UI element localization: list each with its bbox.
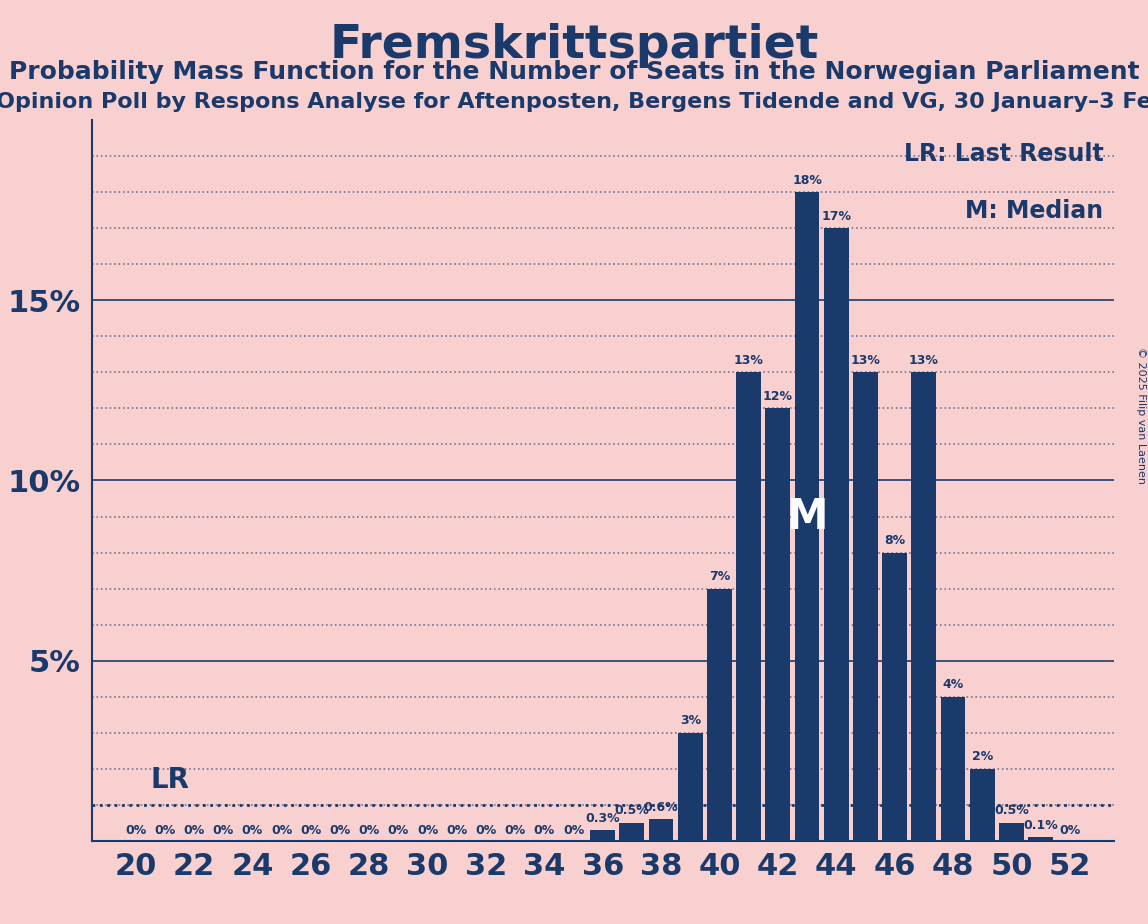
Text: 0%: 0% [300,824,321,837]
Bar [824,228,848,841]
Text: 0.5%: 0.5% [614,805,650,818]
Text: M: M [786,495,828,538]
Text: 0.6%: 0.6% [644,801,678,814]
Bar [970,769,994,841]
Text: 13%: 13% [734,354,763,367]
Text: 4%: 4% [943,678,963,691]
Bar [912,372,937,841]
Text: LR: LR [150,766,189,794]
Bar [853,372,878,841]
Bar [649,820,674,841]
Text: 0.5%: 0.5% [994,805,1029,818]
Text: 3%: 3% [680,714,700,727]
Text: 0%: 0% [271,824,293,837]
Text: 0%: 0% [475,824,497,837]
Text: 0%: 0% [504,824,526,837]
Text: 12%: 12% [763,390,793,403]
Text: 0%: 0% [563,824,584,837]
Text: LR: Last Result: LR: Last Result [903,141,1103,165]
Text: Fremskrittspartiet: Fremskrittspartiet [329,23,819,68]
Text: 0%: 0% [184,824,204,837]
Bar [766,408,790,841]
Text: 13%: 13% [909,354,939,367]
Bar [736,372,761,841]
Text: 18%: 18% [792,174,822,187]
Text: 0.1%: 0.1% [1023,819,1058,832]
Text: 0%: 0% [242,824,263,837]
Text: 0%: 0% [447,824,467,837]
Text: 0.3%: 0.3% [585,811,620,824]
Bar [1029,837,1053,841]
Text: 0%: 0% [329,824,350,837]
Text: 0%: 0% [1060,824,1080,837]
Text: Probability Mass Function for the Number of Seats in the Norwegian Parliament: Probability Mass Function for the Number… [9,60,1139,84]
Text: 0%: 0% [154,824,176,837]
Text: 17%: 17% [821,210,851,223]
Text: 0%: 0% [212,824,234,837]
Bar [999,823,1024,841]
Bar [882,553,907,841]
Text: 8%: 8% [884,534,905,547]
Bar [620,823,644,841]
Text: 2%: 2% [971,750,993,763]
Bar [590,830,615,841]
Text: 0%: 0% [358,824,380,837]
Bar [677,733,703,841]
Bar [794,192,820,841]
Text: © 2025 Filip van Laenen: © 2025 Filip van Laenen [1135,347,1146,484]
Text: 13%: 13% [851,354,881,367]
Text: 0%: 0% [125,824,146,837]
Text: Opinion Poll by Respons Analyse for Aftenposten, Bergens Tidende and VG, 30 Janu: Opinion Poll by Respons Analyse for Afte… [0,92,1148,113]
Text: 0%: 0% [388,824,409,837]
Text: 0%: 0% [417,824,439,837]
Text: 7%: 7% [708,570,730,583]
Text: M: Median: M: Median [965,200,1103,224]
Bar [940,697,965,841]
Text: 0%: 0% [534,824,554,837]
Bar [707,589,732,841]
